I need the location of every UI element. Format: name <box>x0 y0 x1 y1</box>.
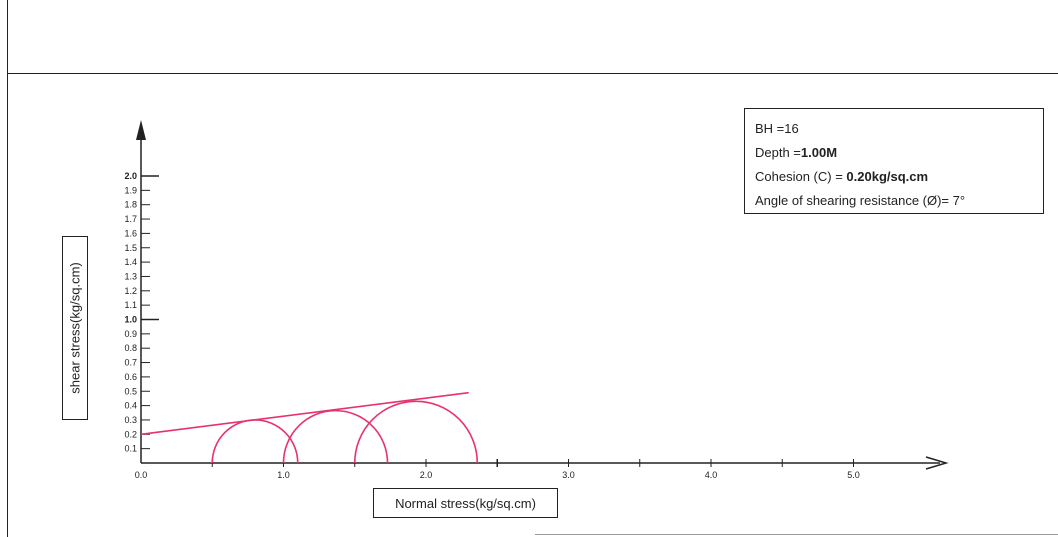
y-tick-label: 0.8 <box>124 343 137 353</box>
x-tick-label: 3.0 <box>562 470 575 480</box>
cohesion-prefix: Cohesion (C) = <box>755 169 843 184</box>
y-tick-label: 1.6 <box>124 228 137 238</box>
frame-top-border <box>7 73 1058 74</box>
y-tick-label: 0.6 <box>124 372 137 382</box>
borehole-label: BH =16 <box>755 121 799 136</box>
y-tick-label: 0.3 <box>124 415 137 425</box>
y-axis-label: shear stress(kg/sq.cm) <box>67 262 83 394</box>
depth-row: Depth =1.00M <box>755 141 1033 165</box>
chart-axes <box>136 120 949 470</box>
frame-left-border <box>7 0 8 537</box>
y-axis-label-box: shear stress(kg/sq.cm) <box>62 236 88 420</box>
y-tick-label: 1.8 <box>124 200 137 210</box>
mohr-circle <box>353 400 479 464</box>
x-tick-label: 1.0 <box>277 470 290 480</box>
frame-bottom-border <box>535 534 1058 535</box>
depth-value: 1.00M <box>800 145 838 160</box>
y-axis-arrow <box>136 120 146 140</box>
angle-row: Angle of shearing resistance (Ø)= 7° <box>755 193 966 208</box>
y-tick-label: 1.2 <box>124 286 137 296</box>
x-tick-label: 0.0 <box>135 470 148 480</box>
y-tick-label: 1.9 <box>124 185 137 195</box>
y-tick-label: 0.1 <box>124 444 137 454</box>
failure-envelope-line <box>140 391 469 436</box>
x-axis-label-box: Normal stress(kg/sq.cm) <box>373 488 558 518</box>
x-tick-label: 5.0 <box>847 470 860 480</box>
x-tick-label: 2.0 <box>420 470 433 480</box>
y-tick-label: 0.4 <box>124 401 137 411</box>
chart-curves <box>140 391 479 464</box>
y-tick-label: 1.0 <box>124 315 137 325</box>
y-tick-label: 1.5 <box>124 243 137 253</box>
x-tick-label: 4.0 <box>705 470 718 480</box>
depth-prefix: Depth = <box>755 145 801 160</box>
x-axis-arrow <box>925 456 949 470</box>
y-tick-label: 0.2 <box>124 429 137 439</box>
chart-ticks: 0.1 0.2 0.3 0.4 0.5 0.6 0.7 0.8 0.9 1.0 1.1 1.2 1.3 1… <box>124 171 859 480</box>
mohr-circle <box>282 409 389 464</box>
cohesion-value: 0.20kg/sq.cm <box>846 169 929 184</box>
y-tick-label: 1.7 <box>124 214 137 224</box>
mohr-circle <box>211 419 299 464</box>
y-tick-label: 0.9 <box>124 329 137 339</box>
x-axis-label: Normal stress(kg/sq.cm) <box>395 495 536 511</box>
y-tick-label: 1.3 <box>124 271 137 281</box>
cohesion-row: Cohesion (C) = 0.20kg/sq.cm <box>755 165 1033 189</box>
test-info-box: BH =16 Depth =1.00M Cohesion (C) = 0.20k… <box>744 108 1044 214</box>
y-tick-label: 1.1 <box>124 300 137 310</box>
y-tick-label: 0.7 <box>124 358 137 368</box>
y-tick-label: 2.0 <box>124 171 137 181</box>
y-tick-label: 1.4 <box>124 257 137 267</box>
y-tick-label: 0.5 <box>124 386 137 396</box>
